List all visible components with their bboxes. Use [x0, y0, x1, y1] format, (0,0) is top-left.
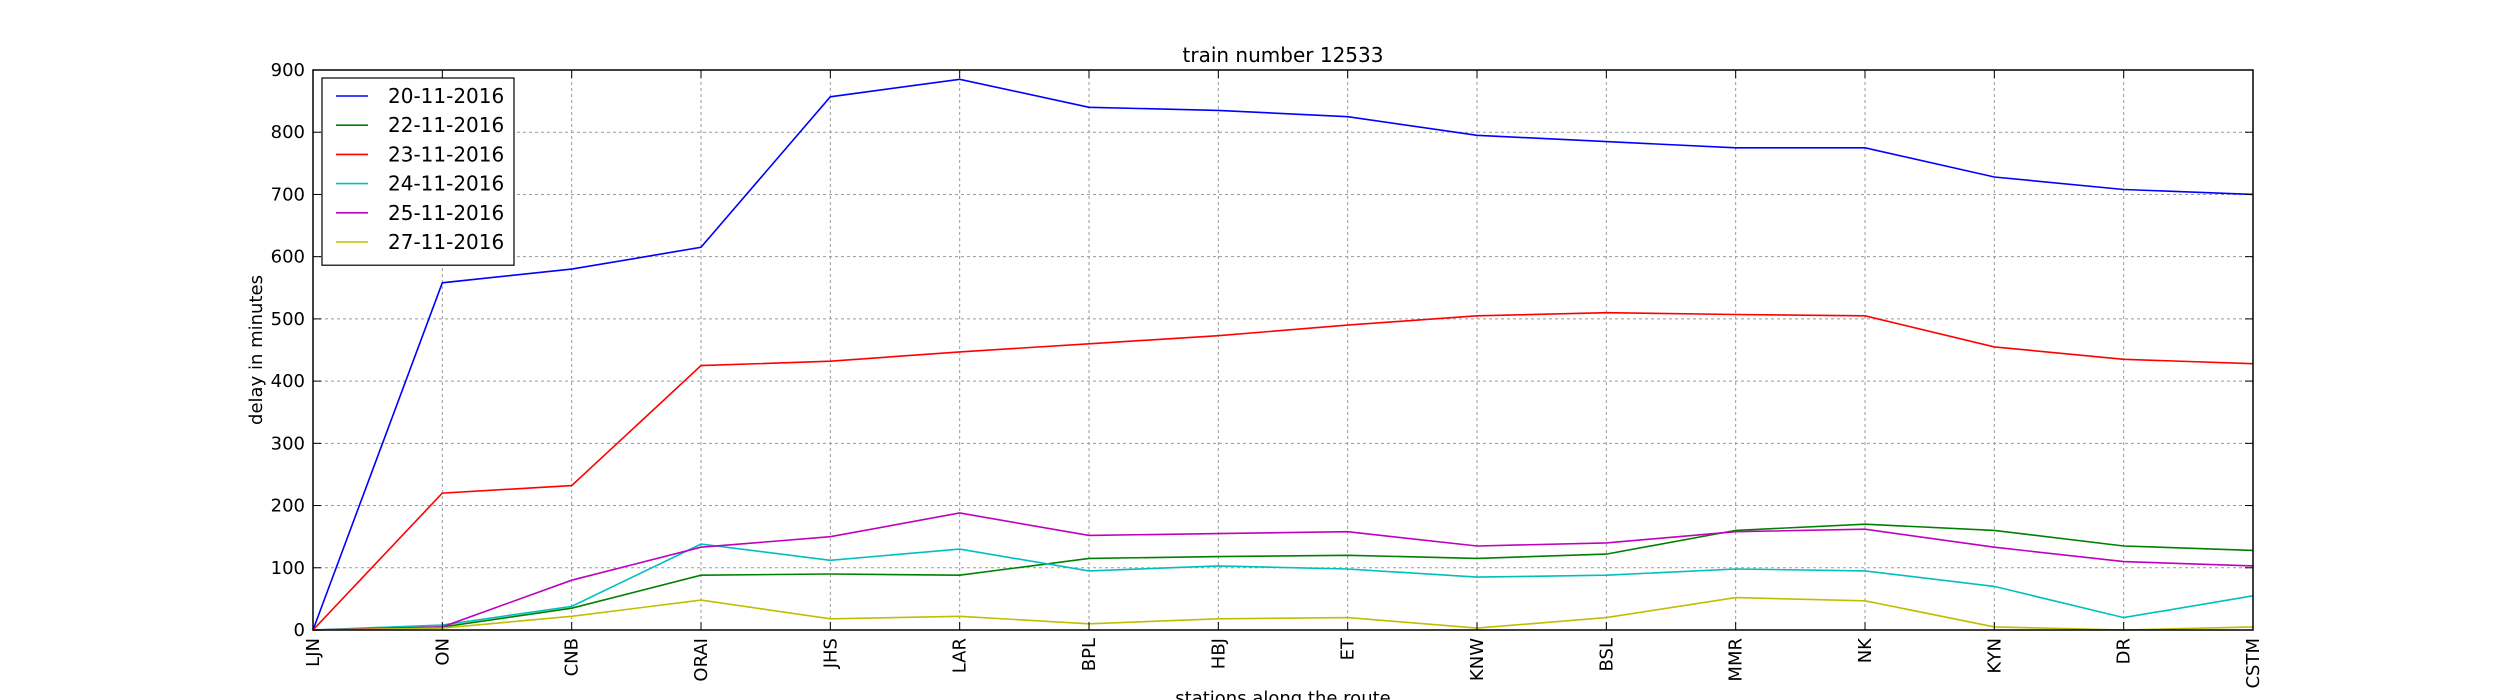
y-tick-label: 200 — [271, 496, 305, 517]
legend-label: 25-11-2016 — [388, 201, 504, 225]
y-tick-label: 100 — [271, 558, 305, 579]
legend-label: 20-11-2016 — [388, 84, 504, 108]
x-tick-label: CNB — [562, 638, 583, 676]
x-tick-label: LAR — [950, 638, 971, 673]
x-tick-label: CSTM — [2243, 638, 2264, 689]
legend: 20-11-2016 22-11-2016 23-11-2016 24-11-2016… — [321, 77, 515, 266]
legend-label: 27-11-2016 — [388, 230, 504, 254]
x-tick-label: ET — [1338, 637, 1359, 660]
x-tick-label: KYN — [1984, 638, 2005, 674]
axis-ticks: LJN ON CNB ORAI JHS LAR BPL HBJ ET KNW BSL MMR NK KYN… — [271, 60, 2264, 689]
y-tick-label: 0 — [294, 620, 305, 641]
y-tick-label: 700 — [271, 184, 305, 205]
x-tick-label: NK — [1855, 637, 1876, 663]
plot-area-frame — [312, 69, 2254, 631]
x-tick-label: ON — [432, 638, 453, 666]
y-tick-label: 300 — [271, 433, 305, 454]
x-tick-label: JHS — [820, 638, 841, 669]
x-tick-label: BSL — [1596, 638, 1617, 672]
series-line — [312, 311, 2254, 631]
series-line — [312, 543, 2254, 631]
x-tick-label: MMR — [1726, 638, 1747, 682]
legend-label: 24-11-2016 — [388, 172, 504, 196]
y-tick-label: 900 — [271, 60, 305, 81]
x-tick-label: KNW — [1467, 638, 1488, 681]
y-axis-title: delay in minutes — [246, 275, 267, 425]
y-tick-label: 400 — [271, 371, 305, 392]
legend-box — [321, 77, 515, 266]
x-tick-label: HBJ — [1208, 638, 1229, 669]
chart-title: train number 12533 — [1183, 43, 1384, 67]
x-tick-label: ORAI — [691, 638, 712, 682]
series-line — [312, 78, 2254, 631]
y-tick-label: 800 — [271, 122, 305, 143]
y-tick-label: 500 — [271, 309, 305, 330]
x-tick-label: DR — [2114, 638, 2135, 664]
legend-label: 23-11-2016 — [388, 142, 504, 166]
x-axis-title: stations along the route — [1175, 688, 1390, 700]
series-line — [312, 596, 2254, 631]
y-tick-label: 600 — [271, 247, 305, 268]
x-tick-label: LJN — [303, 638, 324, 667]
series-lines — [312, 78, 2254, 631]
series-line — [312, 512, 2254, 631]
legend-label: 22-11-2016 — [388, 113, 504, 137]
series-line — [312, 523, 2254, 631]
x-tick-label: BPL — [1079, 638, 1100, 671]
